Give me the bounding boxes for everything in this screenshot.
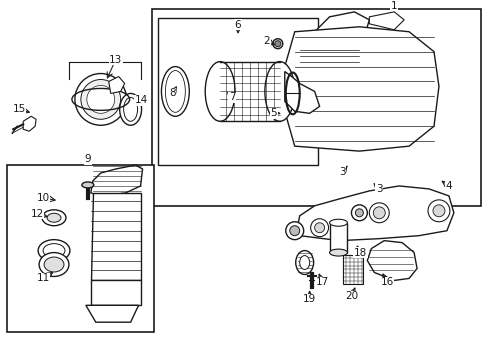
- Text: 14: 14: [135, 95, 148, 105]
- Ellipse shape: [38, 240, 70, 261]
- Text: 16: 16: [381, 278, 394, 287]
- Ellipse shape: [47, 213, 61, 222]
- Ellipse shape: [120, 94, 142, 125]
- Circle shape: [275, 41, 281, 47]
- Text: 6: 6: [235, 20, 242, 30]
- Ellipse shape: [330, 249, 347, 256]
- Ellipse shape: [123, 98, 138, 121]
- Ellipse shape: [205, 62, 235, 121]
- Circle shape: [87, 85, 115, 113]
- Polygon shape: [369, 12, 404, 30]
- Text: 10: 10: [37, 193, 49, 203]
- Text: 15: 15: [13, 104, 26, 114]
- Polygon shape: [285, 27, 439, 151]
- Polygon shape: [109, 77, 124, 94]
- Bar: [343, 255, 364, 284]
- Polygon shape: [298, 186, 454, 240]
- Circle shape: [428, 200, 450, 222]
- Text: 20: 20: [345, 291, 358, 301]
- Bar: [7, 165, 154, 332]
- Polygon shape: [91, 280, 141, 305]
- Circle shape: [81, 80, 121, 119]
- Text: 9: 9: [85, 154, 91, 164]
- Circle shape: [311, 219, 329, 237]
- Text: 18: 18: [354, 248, 367, 257]
- Ellipse shape: [39, 253, 69, 276]
- Circle shape: [315, 223, 324, 233]
- Text: 3: 3: [376, 184, 383, 194]
- Ellipse shape: [43, 244, 65, 257]
- Polygon shape: [368, 240, 417, 280]
- Polygon shape: [285, 72, 319, 113]
- Ellipse shape: [166, 71, 185, 112]
- Text: 1: 1: [391, 1, 397, 11]
- Polygon shape: [23, 116, 36, 131]
- Circle shape: [355, 209, 364, 217]
- Circle shape: [433, 205, 445, 217]
- Text: 13: 13: [109, 55, 122, 64]
- Text: 2: 2: [264, 36, 270, 46]
- Polygon shape: [91, 193, 141, 280]
- Ellipse shape: [42, 210, 66, 226]
- Ellipse shape: [300, 256, 310, 270]
- Bar: [220, 62, 280, 121]
- Text: 3: 3: [339, 167, 346, 177]
- Bar: [152, 9, 481, 206]
- Text: 19: 19: [303, 294, 316, 304]
- Ellipse shape: [161, 67, 189, 116]
- Ellipse shape: [82, 182, 94, 188]
- Ellipse shape: [44, 257, 64, 272]
- Text: 11: 11: [36, 274, 49, 283]
- Ellipse shape: [296, 251, 314, 274]
- Circle shape: [273, 39, 283, 49]
- Circle shape: [373, 207, 385, 219]
- Circle shape: [75, 73, 126, 125]
- Text: 4: 4: [445, 181, 452, 191]
- Text: 5: 5: [270, 108, 277, 118]
- Ellipse shape: [265, 62, 294, 121]
- Text: 17: 17: [316, 278, 329, 287]
- Circle shape: [351, 205, 368, 221]
- Bar: [158, 18, 318, 165]
- Text: 8: 8: [169, 89, 176, 98]
- Polygon shape: [86, 305, 139, 322]
- Bar: [330, 223, 347, 253]
- Text: 7: 7: [229, 93, 235, 102]
- Circle shape: [369, 203, 389, 223]
- Polygon shape: [294, 12, 369, 72]
- Ellipse shape: [330, 219, 347, 226]
- Text: 12: 12: [30, 209, 44, 219]
- Polygon shape: [91, 165, 143, 196]
- Circle shape: [286, 222, 304, 240]
- Circle shape: [290, 226, 300, 236]
